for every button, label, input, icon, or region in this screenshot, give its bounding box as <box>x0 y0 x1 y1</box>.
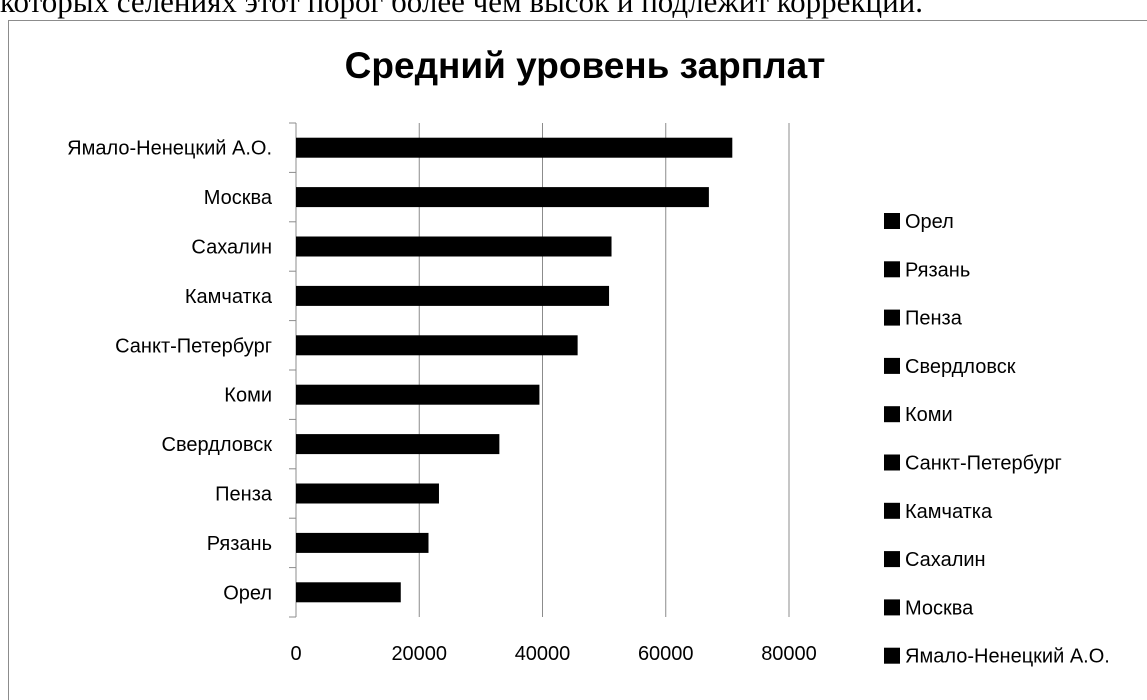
category-label: Пенза <box>215 484 273 506</box>
legend-entry: Москва <box>905 597 974 619</box>
x-tick-labels: 0 20000 40000 60000 80000 <box>290 643 816 665</box>
bar <box>296 335 578 356</box>
chart-frame <box>8 20 1147 700</box>
bar <box>296 582 401 603</box>
legend-swatch <box>884 647 900 664</box>
legend-swatch <box>884 502 900 519</box>
category-label: Москва <box>204 187 273 209</box>
legend: Орел Рязань Пенза Свердловск Коми Санкт-Петер… <box>884 211 1110 668</box>
bar <box>296 236 612 257</box>
legend-entry: Пенза <box>905 308 963 330</box>
bar <box>296 532 429 553</box>
bar-chart: Средний уровень зарплат Орел Рязань Пенза С… <box>67 45 1110 668</box>
category-label: Коми <box>224 385 272 407</box>
category-label: Сахалин <box>191 237 272 259</box>
category-label: Санкт-Петербург <box>115 335 272 357</box>
chart-title: Средний уровень зарплат <box>345 45 826 86</box>
x-tick-label: 20000 <box>391 643 447 665</box>
x-tick-label: 40000 <box>515 643 571 665</box>
legend-swatch <box>884 599 900 616</box>
legend-entry: Рязань <box>905 259 970 281</box>
bar <box>296 434 500 455</box>
category-label: Рязань <box>207 533 272 555</box>
bars <box>296 137 733 603</box>
legend-entry: Камчатка <box>905 501 993 523</box>
category-label: Ямало-Ненецкий А.О. <box>67 138 272 160</box>
legend-entry: Свердловск <box>905 356 1016 378</box>
legend-entry: Коми <box>905 404 953 426</box>
legend-swatch <box>884 551 900 568</box>
bar <box>296 384 540 405</box>
legend-swatch <box>884 261 900 278</box>
legend-swatch <box>884 213 900 229</box>
bar <box>296 187 709 208</box>
axes <box>289 122 297 618</box>
legend-entry: Орел <box>905 211 954 233</box>
legend-swatch <box>884 454 900 471</box>
legend-entry: Санкт-Петербург <box>905 453 1062 475</box>
legend-swatch <box>884 309 900 326</box>
legend-entry: Ямало-Ненецкий А.О. <box>905 646 1110 668</box>
x-tick-label: 80000 <box>761 643 817 665</box>
category-labels: Орел Рязань Пенза Свердловск Коми Санкт-Петер… <box>67 138 273 605</box>
category-label: Свердловск <box>162 434 273 456</box>
bar <box>296 483 439 504</box>
category-label: Камчатка <box>185 286 273 308</box>
legend-entry: Сахалин <box>905 549 986 571</box>
bar <box>296 137 733 158</box>
category-label: Орел <box>223 582 272 604</box>
legend-swatch <box>884 406 900 423</box>
bar <box>296 285 610 306</box>
document-text-line: которых селениях этот порог более чем вы… <box>0 0 924 19</box>
legend-swatch <box>884 357 900 374</box>
x-tick-label: 0 <box>290 643 301 665</box>
x-tick-label: 60000 <box>638 643 694 665</box>
